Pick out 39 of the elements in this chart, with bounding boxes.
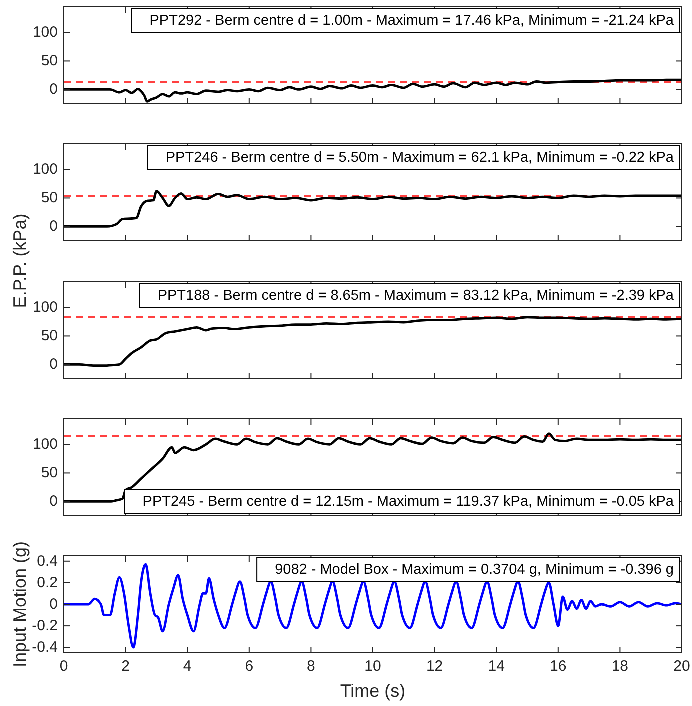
- annotation: PPT246 - Berm centre d = 5.50m - Maximum = 62.1 kPa, Minimum = -0.22 kPa: [166, 150, 675, 166]
- x-tick-label: 8: [307, 658, 316, 675]
- y-tick-label: 0: [50, 596, 58, 613]
- y-tick-label: 50: [41, 190, 58, 207]
- y-tick-label: 0: [50, 493, 58, 510]
- x-tick-label: 16: [550, 658, 567, 675]
- y-tick-label: 50: [41, 464, 58, 482]
- x-tick-label: 6: [245, 658, 254, 675]
- annotation: PPT188 - Berm centre d = 8.65m - Maximum = 83.12 kPa, Minimum = -2.39 kPa: [158, 288, 675, 304]
- x-tick-label: 14: [488, 658, 505, 675]
- line-series: [64, 563, 682, 649]
- x-tick-label: 20: [674, 658, 690, 675]
- y-tick-label: 0: [50, 81, 58, 98]
- annotation: PPT292 - Berm centre d = 1.00m - Maximum = 17.46 kPa, Minimum = -21.24 kPa: [150, 13, 675, 29]
- x-tick-label: 18: [612, 658, 629, 675]
- x-tick-label: 10: [364, 658, 382, 675]
- y-tick-label: 100: [32, 161, 58, 178]
- x-tick-label: 12: [426, 658, 444, 675]
- y-tick-label: 100: [32, 24, 58, 42]
- y-tick-label: -0.4: [32, 639, 58, 656]
- line-series: [64, 190, 682, 228]
- annotation: 9082 - Model Box - Maximum = 0.3704 g, Minimum = -0.396 g: [275, 562, 674, 578]
- y-tick-label: 50: [41, 52, 58, 70]
- y-tick-label: 0.4: [37, 552, 58, 570]
- line-series: [64, 316, 682, 368]
- y-tick-label: 0.2: [37, 574, 58, 592]
- y-axis-title: Input Motion (g): [10, 541, 30, 668]
- y-axis-title: E.P.P. (kPa): [10, 214, 30, 308]
- y-tick-label: 0: [50, 218, 58, 236]
- y-tick-label: 50: [41, 328, 58, 345]
- x-tick-label: 4: [183, 658, 192, 675]
- line-series: [64, 78, 682, 103]
- x-axis-title: Time (s): [340, 681, 406, 701]
- annotation: PPT245 - Berm centre d = 12.15m - Maximum = 119.37 kPa, Minimum = -0.05 kPa: [142, 494, 675, 510]
- y-tick-label: -0.2: [32, 618, 58, 635]
- y-tick-label: 100: [32, 436, 58, 454]
- y-tick-label: 0: [50, 356, 58, 374]
- x-tick-label: 2: [122, 658, 130, 675]
- y-tick-label: 100: [32, 299, 58, 316]
